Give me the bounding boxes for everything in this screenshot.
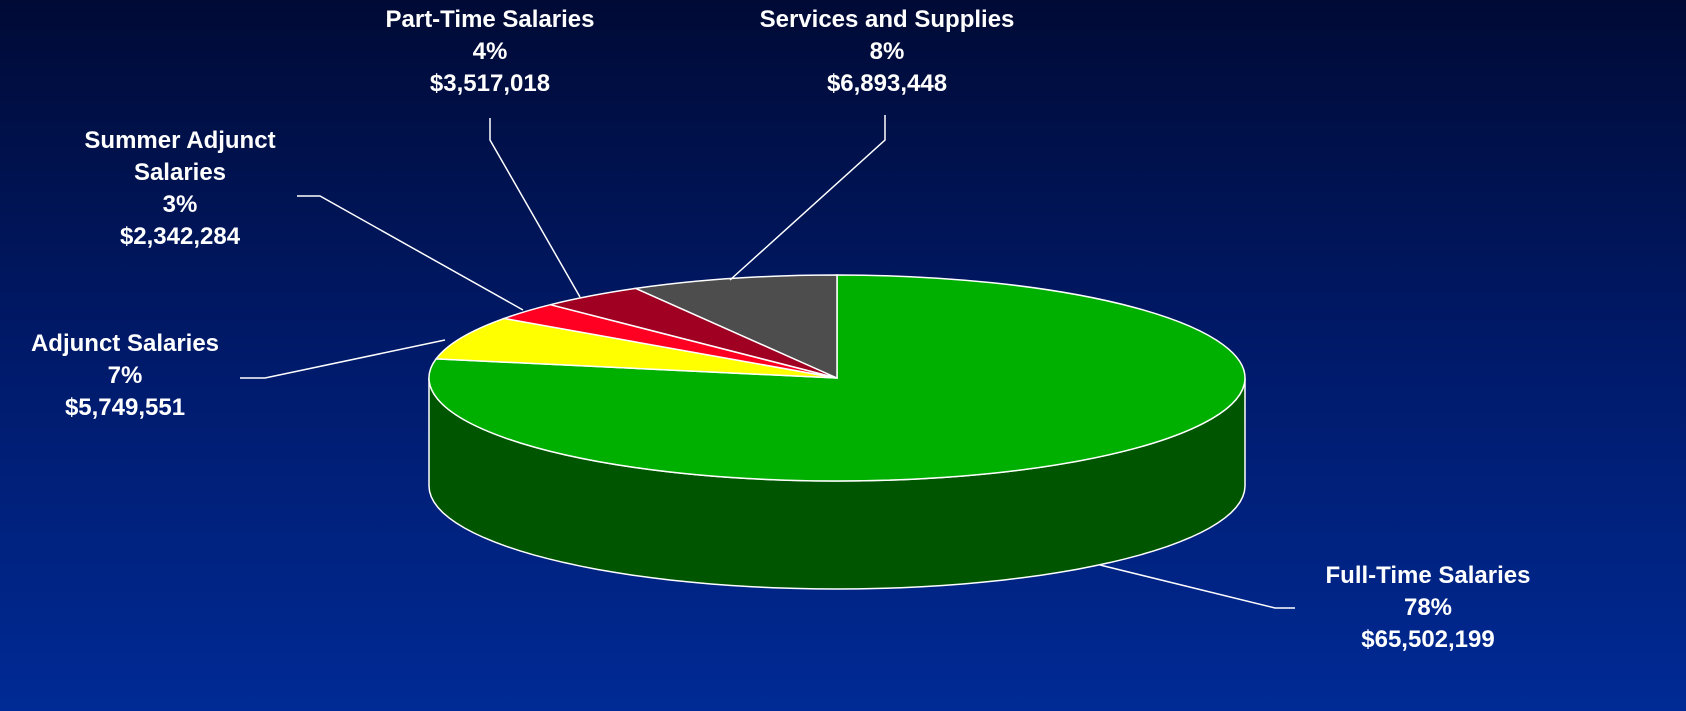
percent-label: 7% (107, 362, 143, 389)
slice-label: Full-Time Salaries 78% $65,502,199 (1326, 560, 1531, 656)
slice-label: Services and Supplies 8% $6,893,448 (760, 4, 1015, 100)
percent-label: 78% (1403, 594, 1453, 621)
percent-label: 4% (472, 38, 508, 65)
percent-label: 3% (162, 191, 198, 218)
slice-label: Part-Time Salaries 4% $3,517,018 (385, 4, 594, 100)
value-label: $6,893,448 (826, 70, 948, 97)
leader-line (489, 118, 581, 298)
category-label: Full-Time Salaries (1325, 562, 1531, 589)
value-label: $2,342,284 (119, 223, 241, 250)
value-label: $3,517,018 (429, 70, 551, 97)
slice-label: Adjunct Salaries 7% $5,749,551 (31, 328, 219, 424)
category-label: Services and Supplies (759, 6, 1015, 33)
category-label: Adjunct Salaries (30, 330, 220, 357)
category-label: Summer Adjunct Salaries (84, 127, 276, 186)
value-label: $65,502,199 (1361, 626, 1495, 653)
slice (434, 317, 838, 379)
leader-line (297, 195, 524, 311)
leader-line (1099, 564, 1295, 609)
leader-line (729, 115, 886, 281)
percent-label: 8% (869, 38, 905, 65)
category-label: Part-Time Salaries (385, 6, 595, 33)
value-label: $5,749,551 (64, 394, 186, 421)
slice-label: Summer Adjunct Salaries 3% $2,342,284 (55, 125, 305, 253)
slice (633, 274, 838, 380)
leader-line (240, 339, 446, 379)
